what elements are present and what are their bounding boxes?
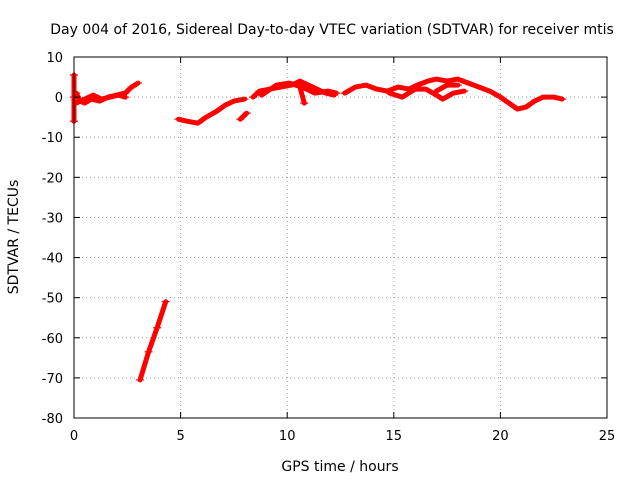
data-trace	[137, 299, 169, 383]
x-tick-label: 25	[599, 429, 616, 444]
x-tick-label: 0	[70, 429, 78, 444]
x-axis-label: GPS time / hours	[281, 459, 398, 475]
y-tick-label: -20	[42, 171, 63, 186]
y-tick-label: -80	[42, 412, 63, 427]
y-tick-label: -70	[42, 372, 63, 387]
y-tick-label: -10	[42, 131, 63, 146]
x-tick-label: 5	[176, 429, 184, 444]
data-trace	[237, 110, 250, 122]
x-tick-label: 20	[492, 429, 509, 444]
x-tick-label: 10	[279, 429, 296, 444]
y-tick-label: -40	[42, 252, 63, 267]
chart-title: Day 004 of 2016, Sidereal Day-to-day VTE…	[50, 22, 614, 38]
data-trace	[387, 86, 467, 102]
data-trace	[297, 84, 307, 106]
data-trace	[433, 82, 461, 94]
axis-ticks: 0 5 10 15 20 25 -80 -70 -60 -50 -40 -30 -20 -10 0 10	[42, 51, 616, 444]
y-tick-label: 10	[46, 51, 63, 66]
y-axis-label: SDTVAR / TECUs	[6, 180, 22, 295]
y-tick-label: -60	[42, 332, 63, 347]
x-tick-label: 15	[386, 429, 403, 444]
y-tick-label: 0	[55, 91, 63, 106]
data-trace	[176, 96, 248, 126]
plot-frame	[73, 56, 608, 419]
grid	[74, 57, 607, 418]
data-series	[70, 72, 567, 383]
y-tick-label: -50	[42, 292, 63, 307]
y-tick-label: -30	[42, 211, 63, 226]
